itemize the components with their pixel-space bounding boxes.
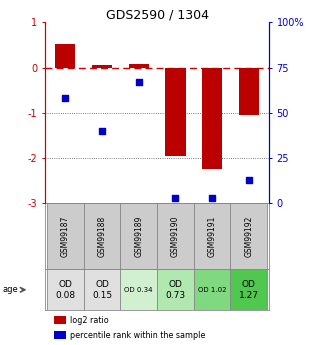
Text: OD
0.08: OD 0.08 xyxy=(55,280,75,299)
Point xyxy=(136,79,141,85)
Bar xyxy=(54,331,66,339)
Text: GSM99188: GSM99188 xyxy=(97,216,106,257)
Text: GSM99192: GSM99192 xyxy=(244,216,253,257)
Text: OD 1.02: OD 1.02 xyxy=(198,287,226,293)
Point xyxy=(246,177,251,183)
Point xyxy=(100,128,104,134)
Text: GSM99189: GSM99189 xyxy=(134,216,143,257)
Text: GSM99191: GSM99191 xyxy=(208,216,217,257)
Bar xyxy=(84,269,120,310)
Bar xyxy=(129,64,149,68)
Text: percentile rank within the sample: percentile rank within the sample xyxy=(70,331,205,340)
Bar xyxy=(157,269,194,310)
Text: OD
1.27: OD 1.27 xyxy=(239,280,259,299)
Point xyxy=(173,195,178,201)
Text: log2 ratio: log2 ratio xyxy=(70,316,109,325)
Bar xyxy=(230,204,267,269)
Bar xyxy=(55,44,75,68)
Text: OD
0.73: OD 0.73 xyxy=(165,280,185,299)
Bar xyxy=(165,68,185,156)
Bar xyxy=(47,204,84,269)
Text: GSM99187: GSM99187 xyxy=(61,216,70,257)
Bar xyxy=(202,68,222,169)
Text: GSM99190: GSM99190 xyxy=(171,216,180,257)
Bar xyxy=(120,204,157,269)
Bar xyxy=(92,66,112,68)
Bar xyxy=(194,204,230,269)
Bar xyxy=(84,204,120,269)
Point xyxy=(210,195,215,201)
Bar xyxy=(239,68,259,115)
Text: OD 0.34: OD 0.34 xyxy=(124,287,153,293)
Text: OD
0.15: OD 0.15 xyxy=(92,280,112,299)
Bar xyxy=(120,269,157,310)
Bar xyxy=(230,269,267,310)
Point xyxy=(63,96,68,101)
Text: age: age xyxy=(2,285,18,294)
Bar xyxy=(157,204,194,269)
Bar xyxy=(47,269,84,310)
Bar xyxy=(54,316,66,324)
Bar xyxy=(194,269,230,310)
Title: GDS2590 / 1304: GDS2590 / 1304 xyxy=(105,8,209,21)
